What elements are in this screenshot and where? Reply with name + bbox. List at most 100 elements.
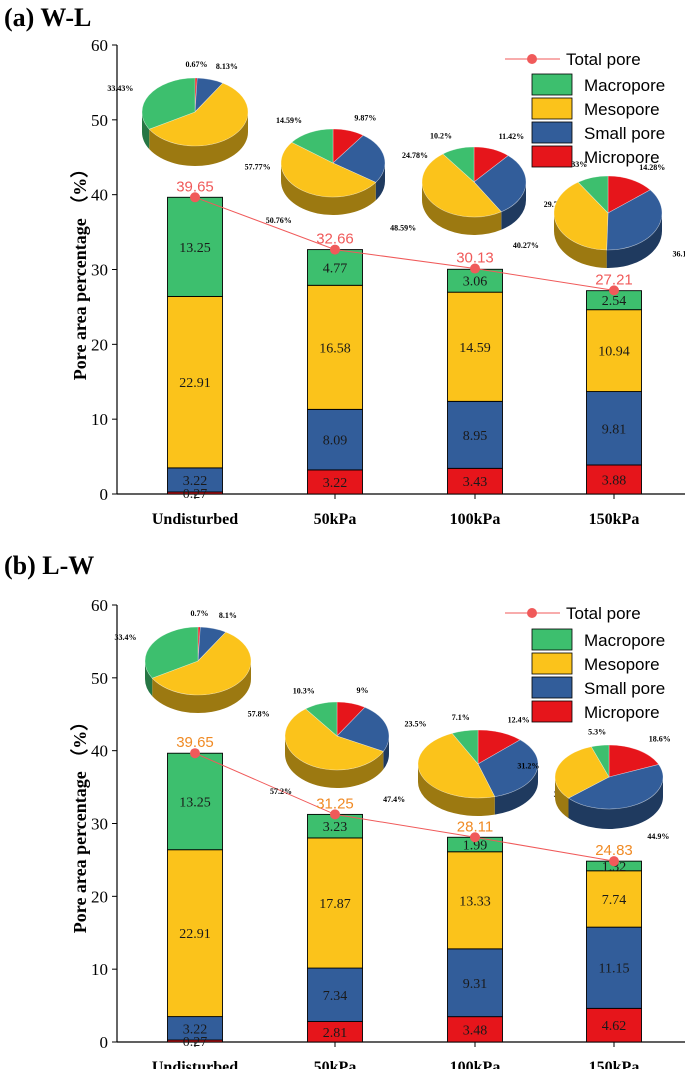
pie-chart: 18.6% 44.9% 31.2% 5.3% [517,728,670,841]
total-pore-label: 39.65 [176,178,214,195]
legend-small-label: Small pore [584,124,665,143]
bar-mesopore [167,849,223,1018]
x-tick-label: Undisturbed [152,511,238,528]
pie-label-macro: 33.4% [114,633,136,642]
x-tick-label: 150kPa [589,511,640,528]
total-pore-point [190,748,200,759]
bar-mesopore [447,851,503,950]
y-tick-label: 40 [91,186,108,205]
panel-a-legend: Total pore Macropore Mesopore Small pore… [505,50,665,168]
panel-a-marks: 0 10 20 30 40 50 60 Undisturbed 50kPa 100kPa 150kP… [91,36,685,528]
legend-micro-swatch [531,700,573,723]
pie-slice-macro [451,729,479,765]
pie-label-meso: 47.4% [383,795,405,804]
x-tick-label: 50kPa [314,1059,357,1069]
bar-value-label: 8.09 [323,434,348,449]
total-pore-point [190,192,200,203]
pie-chart: 0.67% 8.13% 57.77% 33.43% [107,60,270,171]
x-tick-label: 100kPa [450,511,501,528]
pie-side-small [501,182,526,230]
bar-value-label: 7.74 [602,893,627,908]
bar-small-pore [586,926,642,1009]
bar-value-label: 10.94 [598,345,630,360]
pie-label-macro: 5.3% [588,728,606,737]
pie-label-micro: 12.4% [508,716,530,725]
legend-total-marker [527,54,537,64]
pie-label-macro: 9.33% [565,160,587,169]
pie-slice-small [567,764,664,810]
pie-slice-small [336,706,390,752]
pie-label-small: 23.5% [405,719,427,728]
y-tick-label: 10 [91,410,108,429]
total-pore-label: 39.65 [176,734,214,751]
pie-label-macro: 14.59% [276,116,302,125]
pie-slice-macro [141,77,196,130]
legend-small-label: Small pore [584,679,665,698]
bar-value-label: 14.59 [459,341,491,356]
bar-value-label: 22.91 [179,927,211,942]
bar-mesopore [447,291,503,402]
pie-slice-macro [577,175,609,214]
bar-value-label: 3.22 [183,474,208,489]
pie-label-micro: 9.87% [354,113,376,122]
total-pore-label: 32.66 [316,231,354,248]
bar-value-label: 8.95 [463,429,488,444]
pie-slice-meso [151,631,252,696]
bar-value-label: 3.88 [602,473,627,488]
bar-small-pore [307,408,363,471]
x-tick-label: Undisturbed [152,1059,238,1069]
pie-label-meso: 57.77% [245,162,271,171]
bar-mesopore [307,837,363,969]
pie-label-small: 8.13% [216,62,238,71]
pie-chart: 14.28% 36.11% 40.27% 9.33% [513,160,685,268]
bar-value-label: 2.54 [602,294,627,309]
legend-micro-label: Micropore [584,703,660,722]
pie-label-meso: 31.2% [517,761,539,770]
pie-side-meso [285,736,384,788]
bar-value-label: 13.25 [179,241,211,256]
pie-side-small [568,777,663,829]
bar-mesopore [586,870,642,928]
pie-side-small [606,213,662,268]
total-pore-point [470,263,480,274]
pie-side-meso [555,777,569,819]
pie-chart: 11.42%29.79%48.59%10.2% [390,131,570,235]
pie-label-macro: 7.1% [452,713,470,722]
bar-value-label: 3.23 [323,820,348,835]
bar-value-label: 13.33 [459,894,491,909]
pie-label-meso: 40.27% [513,241,539,250]
panel-a: (a) W-L Pore area percentage （%） 0 10 20 30… [4,3,685,528]
legend-meso-label: Mesopore [584,100,660,119]
bar-value-label: 0.27 [183,487,208,502]
bar-value-label: 3.43 [463,475,488,490]
legend-macro-swatch [531,73,573,96]
bar-small-pore [167,467,223,493]
pie-side-small [375,163,385,201]
legend-meso-label: Mesopore [584,655,660,674]
legend-total-marker [527,608,537,618]
bar-value-label: 3.48 [463,1023,488,1038]
panel-b-marks: 0 10 20 30 40 50 60 Undisturbed 50kPa 100kPa 150kP… [91,596,685,1069]
bar-micropore [447,1016,503,1043]
panel-b-ylabel: Pore area percentage （%） [70,713,90,933]
pie-slice-meso [284,708,384,771]
total-pore-label: 31.25 [316,795,354,812]
legend-meso-swatch [531,652,573,675]
pie-slice-small [606,189,663,251]
bar-value-label: 11.15 [599,962,630,977]
legend-small-swatch [531,676,573,699]
legend-macro-label: Macropore [584,631,665,650]
y-tick-label: 10 [91,960,108,979]
y-tick-label: 0 [100,1033,109,1052]
legend-micro-label: Micropore [584,148,660,167]
pie-label-micro: 14.28% [639,163,665,172]
bar-value-label: 4.62 [602,1019,627,1034]
pie-slice-macro [590,744,610,779]
legend-meso-swatch [531,97,573,120]
y-tick-label: 0 [100,485,109,504]
bar-mesopore [586,309,642,393]
y-tick-label: 50 [91,669,108,688]
total-pore-label: 27.21 [595,271,633,288]
bar-value-label: 1.99 [463,839,488,854]
